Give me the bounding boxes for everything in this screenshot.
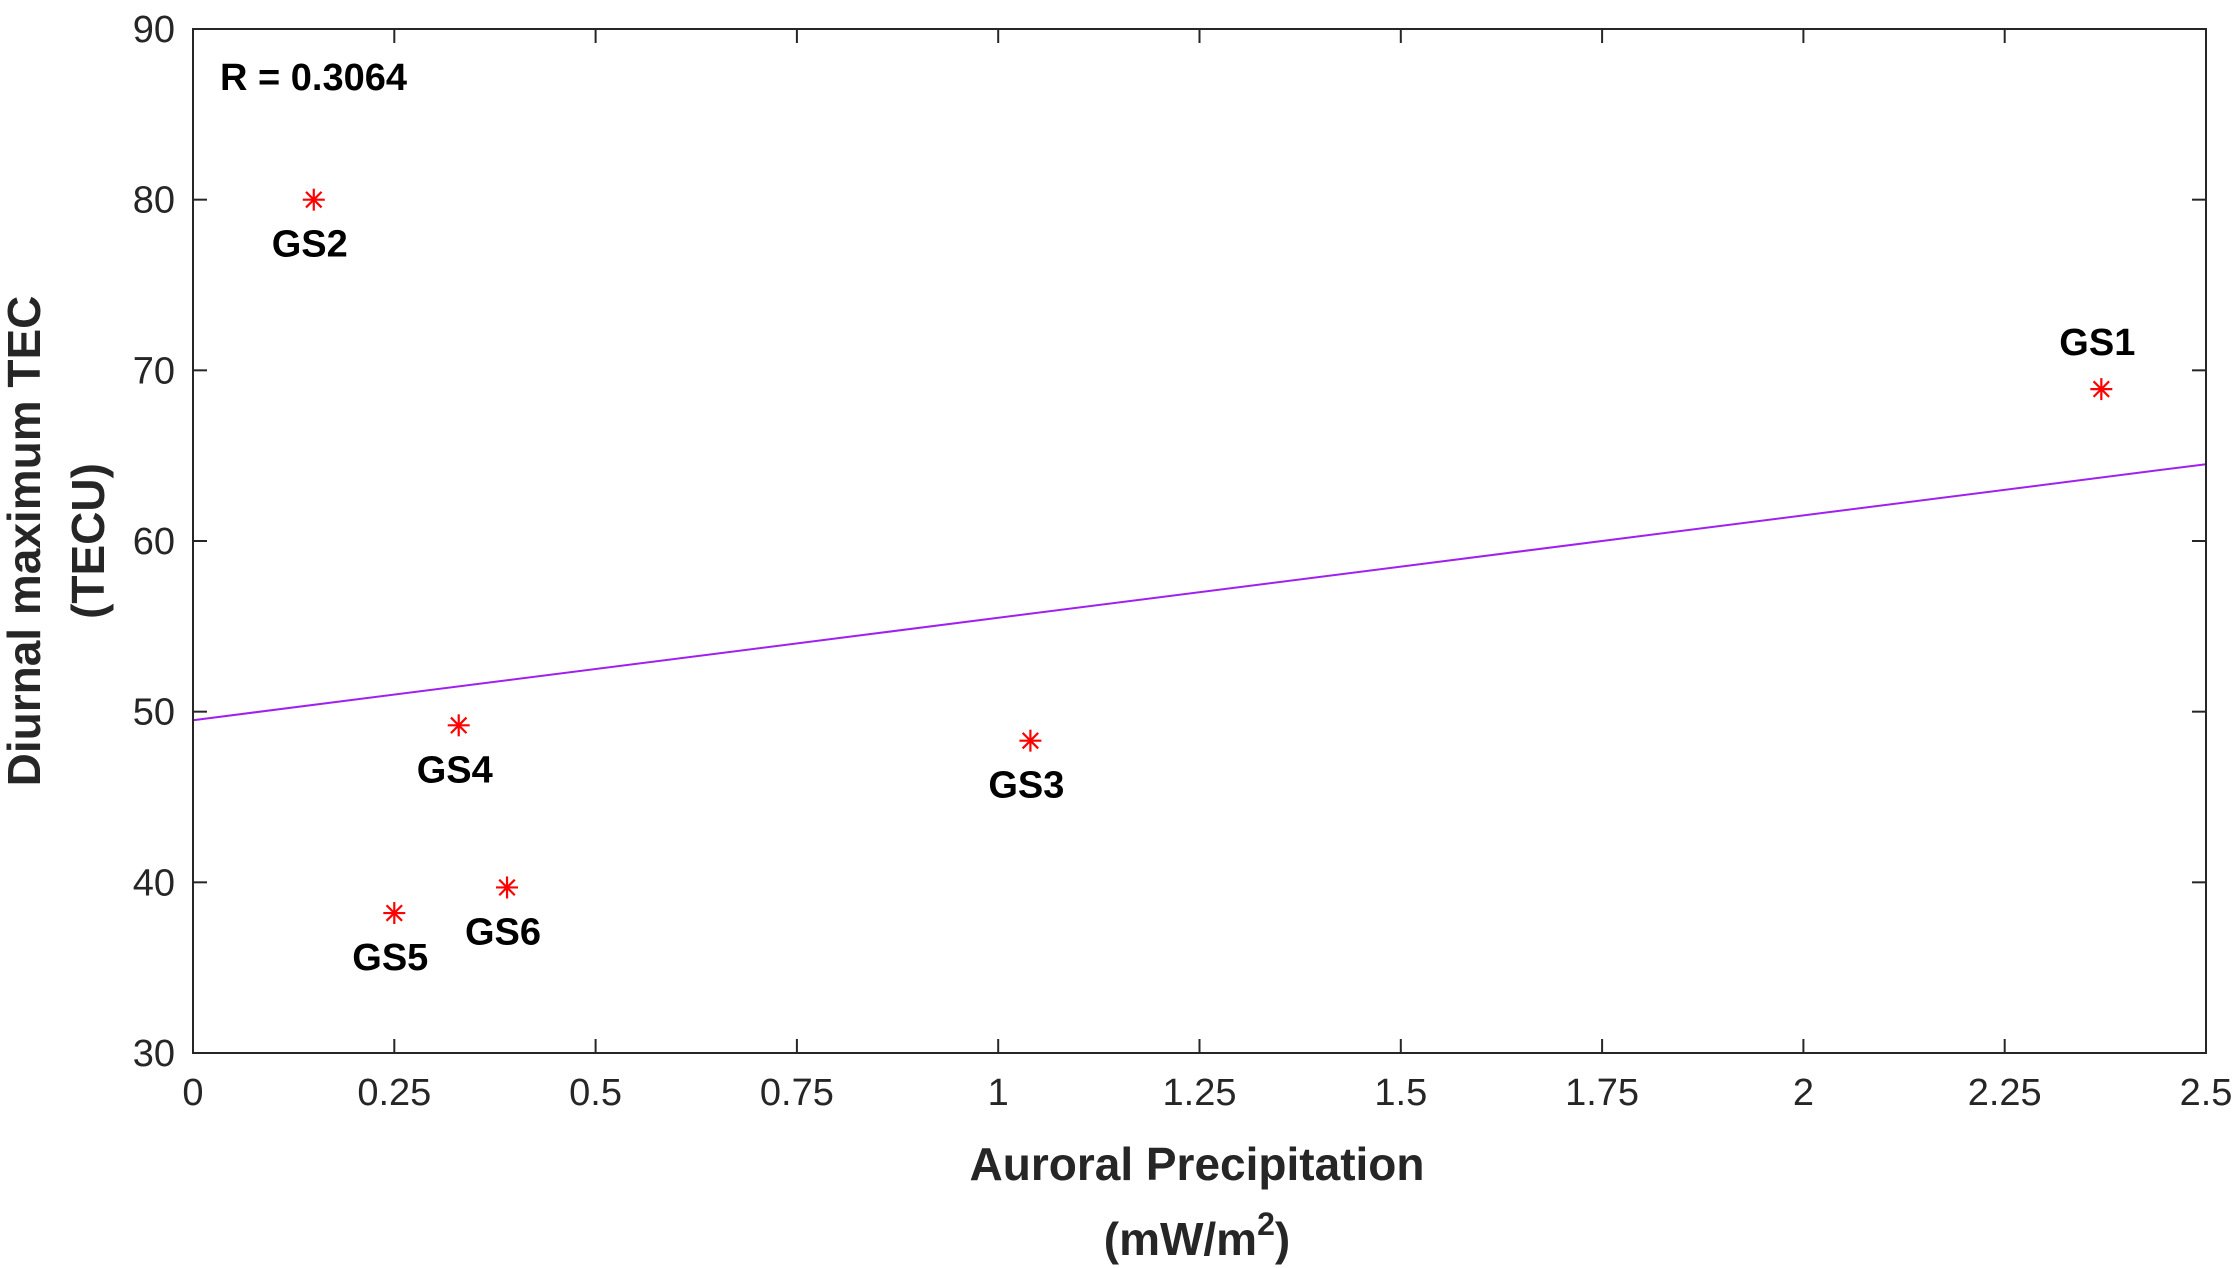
data-point-gs6: [496, 876, 519, 899]
x-axis-unit-prefix: (mW/m: [1104, 1213, 1257, 1265]
y-tick-label: 60: [133, 521, 175, 563]
data-point-gs1: [2090, 378, 2113, 401]
y-tick-label: 50: [133, 692, 175, 734]
x-tick-label: 0.25: [357, 1072, 431, 1114]
data-point-gs4: [447, 714, 470, 737]
x-axis-unit: (mW/m2): [1104, 1206, 1290, 1265]
x-tick-label: 1.25: [1163, 1072, 1237, 1114]
x-tick-label: 2.5: [2180, 1072, 2232, 1114]
x-tick-label: 0.5: [569, 1072, 622, 1114]
x-tick-label: 1.5: [1374, 1072, 1427, 1114]
point-label-gs3: GS3: [988, 765, 1064, 807]
point-label-gs2: GS2: [272, 224, 348, 266]
y-tick-label: 30: [133, 1033, 175, 1075]
y-tick-label: 40: [133, 862, 175, 904]
y-tick-label: 80: [133, 180, 175, 222]
correlation-annotation: R = 0.3064: [220, 57, 407, 99]
x-axis-unit-superscript: 2: [1257, 1206, 1275, 1242]
points-layer: GS1 GS2 GS3 GS4 GS5 GS6: [272, 188, 2135, 979]
data-point-gs5: [383, 902, 406, 925]
y-axis-title-line2: (TECU): [62, 463, 114, 619]
point-label-gs6: GS6: [465, 911, 541, 953]
asterisk-marker-stroke: [305, 191, 323, 209]
point-label-gs1: GS1: [2059, 322, 2135, 364]
asterisk-marker-stroke: [1021, 732, 1039, 750]
x-axis-unit-suffix: ): [1275, 1213, 1290, 1265]
x-tick-label: 1.75: [1565, 1072, 1639, 1114]
asterisk-marker-stroke: [385, 904, 403, 922]
point-label-gs5: GS5: [352, 937, 428, 979]
asterisk-marker-stroke: [450, 716, 468, 734]
y-tick-label: 90: [133, 9, 175, 51]
y-tick-label: 70: [133, 350, 175, 392]
asterisk-marker-stroke: [498, 878, 516, 897]
x-tick-label: 0.75: [760, 1072, 834, 1114]
ticks-layer: 0 0.25 0.5 0.75 1 1.25 1.5 1.75 2 2.25 2.5 30 40 50 60…: [133, 9, 2232, 1114]
x-tick-label: 0: [182, 1072, 203, 1114]
regression-line: [192, 463, 2207, 722]
x-tick-label: 2: [1793, 1072, 1814, 1114]
x-tick-label: 2.25: [1968, 1072, 2042, 1114]
fit-line-layer: [192, 463, 2207, 722]
y-axis-title-line1: Diurnal maximum TEC: [0, 296, 50, 787]
x-axis-title: Auroral Precipitation: [970, 1138, 1425, 1190]
asterisk-marker-stroke: [2092, 380, 2110, 398]
x-tick-label: 1: [988, 1072, 1009, 1114]
plot-area-background: [193, 29, 2206, 1053]
data-point-gs3: [1019, 729, 1042, 752]
data-point-gs2: [302, 188, 325, 211]
point-label-gs4: GS4: [417, 749, 493, 791]
